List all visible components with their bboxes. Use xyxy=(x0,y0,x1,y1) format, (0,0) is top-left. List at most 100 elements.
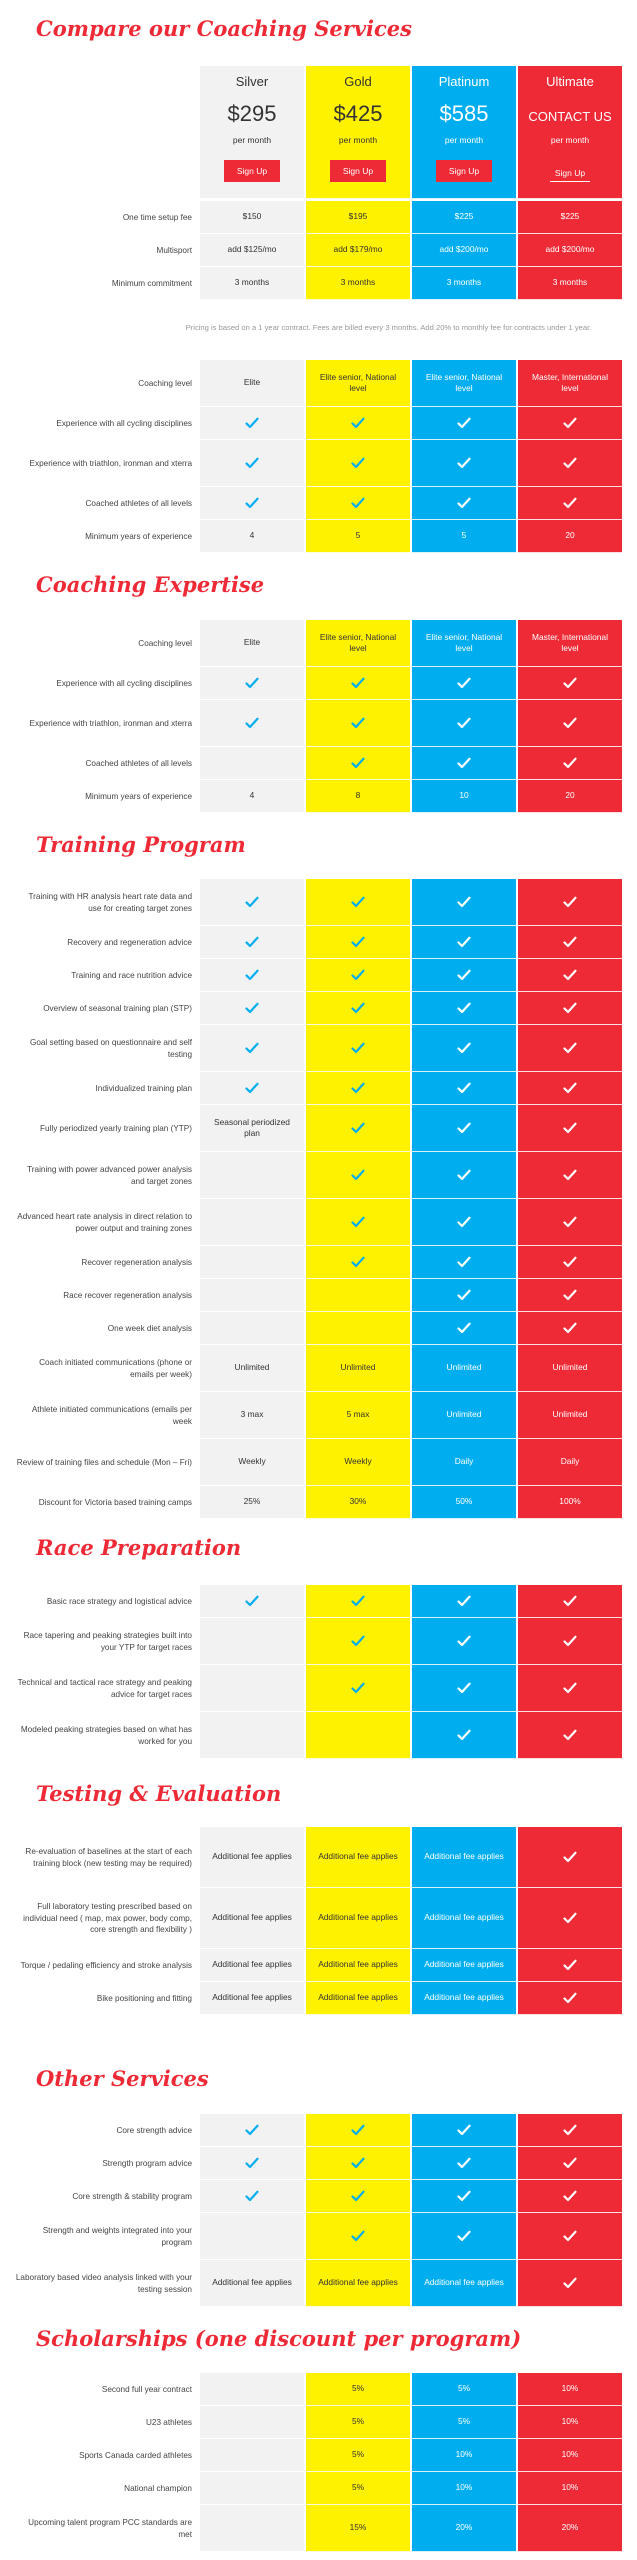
cell-value: 25% xyxy=(243,1496,261,1507)
section-table: Second full year contract 5% 5% 10% U23 athl… xyxy=(0,2373,622,2552)
checkmark-icon xyxy=(245,2124,259,2136)
cell-ultimate xyxy=(518,879,622,926)
cell-value: 20 xyxy=(565,530,575,541)
cell-silver xyxy=(200,2147,304,2180)
cell-silver xyxy=(200,959,304,992)
cell-ultimate: Unlimited xyxy=(518,1345,622,1392)
row-label: Coached athletes of all levels xyxy=(85,758,192,768)
sign-up-button-gold[interactable]: Sign Up xyxy=(330,160,386,183)
row-label: Laboratory based video analysis linked w… xyxy=(15,2273,192,2294)
cell-gold: Unlimited xyxy=(306,1345,410,1392)
cell-value: Daily xyxy=(560,1456,580,1467)
sign-up-button-silver[interactable]: Sign Up xyxy=(224,160,280,183)
cell-ultimate xyxy=(518,992,622,1025)
cell-platinum xyxy=(412,747,516,780)
checkmark-icon xyxy=(351,457,365,469)
cell-value: 5 xyxy=(461,530,467,541)
cell-value: Master, International level xyxy=(532,631,608,653)
checkmark-icon xyxy=(563,1992,577,2004)
row-label: Experience with triathlon, ironman and x… xyxy=(29,458,192,468)
cell-value: Weekly xyxy=(344,1456,372,1467)
cell-silver: Additional fee applies xyxy=(200,1949,304,1982)
cell-value: 3 months xyxy=(234,277,270,288)
table-row: Core strength & stability program xyxy=(0,2180,622,2213)
checkmark-icon xyxy=(351,757,365,769)
cell-value: 5% xyxy=(351,2416,365,2427)
row-label: Experience with all cycling disciplines xyxy=(56,678,192,688)
cell-gold: 8 xyxy=(306,780,410,813)
checkmark-icon xyxy=(351,497,365,509)
cell-gold: 5% xyxy=(306,2472,410,2505)
checkmark-icon xyxy=(457,1635,471,1647)
row-label: Upcoming talent program PCC standards ar… xyxy=(28,2518,192,2539)
cell-value: 5 max xyxy=(346,1409,370,1420)
row-label: Review of training files and schedule (M… xyxy=(16,1457,192,1467)
plan-period: per month xyxy=(232,134,272,145)
sign-up-button-platinum[interactable]: Sign Up xyxy=(436,160,492,183)
cell-silver xyxy=(200,2373,304,2406)
checkmark-icon xyxy=(351,2157,365,2169)
cell-value: Additional fee applies xyxy=(424,1992,504,2003)
table-row: Core strength advice xyxy=(0,2114,622,2147)
cell-platinum: 10% xyxy=(412,2439,516,2472)
cell-platinum xyxy=(412,1312,516,1345)
cell-gold: 5 xyxy=(306,520,410,553)
cell-gold: 5% xyxy=(306,2373,410,2406)
checkmark-icon xyxy=(351,2190,365,2202)
cell-value: 3 months xyxy=(340,277,376,288)
row-label: Sports Canada carded athletes xyxy=(79,2450,192,2460)
checkmark-icon xyxy=(245,497,259,509)
cell-silver xyxy=(200,1279,304,1312)
cell-ultimate xyxy=(518,926,622,959)
sign-up-button-ultimate[interactable]: Sign Up xyxy=(550,164,590,183)
cell-value: Additional fee applies xyxy=(318,1851,398,1862)
cell-platinum: 3 months xyxy=(412,267,516,300)
cell-value: Unlimited xyxy=(446,1362,482,1373)
cell-value: Additional fee applies xyxy=(212,2277,292,2288)
checkmark-icon xyxy=(563,1216,577,1228)
table-row: Training with power advanced power analy… xyxy=(0,1152,622,1199)
table-row: One week diet analysis xyxy=(0,1312,622,1345)
cell-value: $195 xyxy=(348,211,368,222)
cell-silver xyxy=(200,407,304,440)
checkmark-icon xyxy=(351,1122,365,1134)
table-row: Minimum years of experience 4 8 10 20 xyxy=(0,780,622,813)
checkmark-icon xyxy=(563,1322,577,1334)
checkmark-icon xyxy=(563,1959,577,1971)
table-row: Minimum years of experience 4 5 5 20 xyxy=(0,520,622,553)
cell-ultimate: Master, International level xyxy=(518,360,622,407)
checkmark-icon xyxy=(351,1169,365,1181)
cell-silver xyxy=(200,1712,304,1759)
plan-period: per month xyxy=(444,134,484,145)
table-row: Full laboratory testing prescribed based… xyxy=(0,1888,622,1949)
cell-value: 30% xyxy=(349,1496,367,1507)
cell-silver xyxy=(200,1312,304,1345)
cell-ultimate xyxy=(518,700,622,747)
plan-column-platinum: Platinum $585 per month Sign Up xyxy=(412,66,516,199)
checkmark-icon xyxy=(563,1169,577,1181)
row-label: Multisport xyxy=(156,245,193,255)
row-label: Full laboratory testing prescribed based… xyxy=(23,1902,192,1935)
plan-contact: CONTACT US xyxy=(528,108,612,124)
cell-ultimate xyxy=(518,1199,622,1246)
row-label: Coaching level xyxy=(138,638,192,648)
cell-value: Unlimited xyxy=(552,1362,588,1373)
checkmark-icon xyxy=(245,457,259,469)
cell-value: Unlimited xyxy=(552,1409,588,1420)
cell-value: Additional fee applies xyxy=(318,1959,398,1970)
cell-gold: Additional fee applies xyxy=(306,2260,410,2307)
table-row: Recovery and regeneration advice xyxy=(0,926,622,959)
cell-value: 5% xyxy=(351,2482,365,2493)
table-row: Second full year contract 5% 5% 10% xyxy=(0,2373,622,2406)
checkmark-icon xyxy=(563,2124,577,2136)
row-label: Technical and tactical race strategy and… xyxy=(17,1678,192,1699)
cell-value: 4 xyxy=(249,530,255,541)
checkmark-icon xyxy=(563,1122,577,1134)
checkmark-icon xyxy=(245,936,259,948)
row-label: U23 athletes xyxy=(146,2417,192,2427)
checkmark-icon xyxy=(245,1595,259,1607)
cell-silver xyxy=(200,1585,304,1618)
cell-platinum xyxy=(412,1072,516,1105)
cell-platinum xyxy=(412,1105,516,1152)
